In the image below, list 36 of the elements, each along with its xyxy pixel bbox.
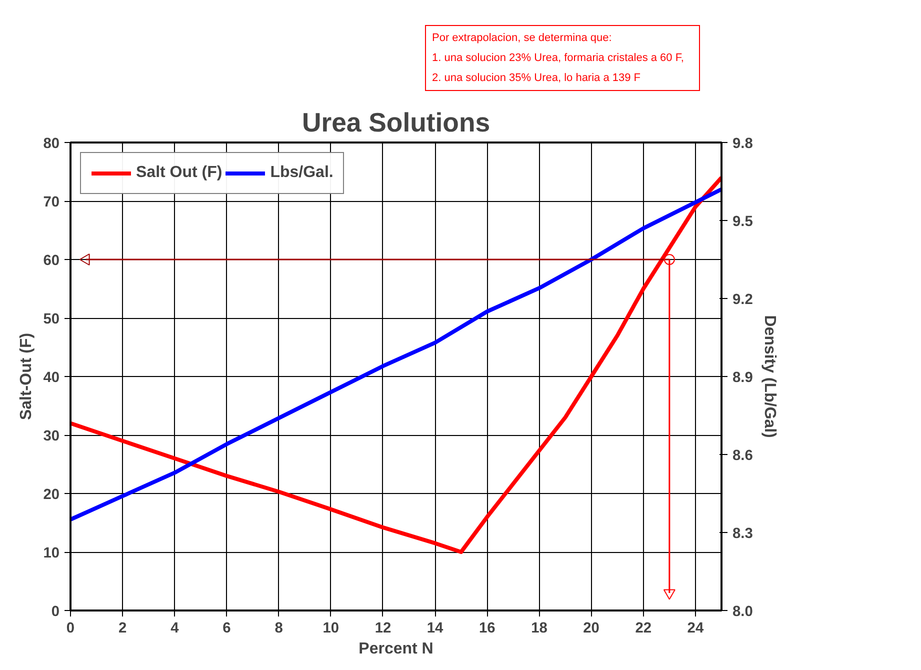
x-tick-label: 22 <box>635 620 652 636</box>
y-tick-label: 50 <box>43 312 60 328</box>
chart-title: Urea Solutions <box>302 108 490 138</box>
y-tick-label: 60 <box>43 253 60 269</box>
x-tick-label: 10 <box>322 620 340 636</box>
y2-tick-label: 8.9 <box>732 370 753 386</box>
x-tick-label: 14 <box>426 620 444 636</box>
y-tick-label: 10 <box>43 546 60 562</box>
x-tick-label: 18 <box>531 620 548 636</box>
x-tick-label: 6 <box>222 620 231 636</box>
y-tick-label: 0 <box>51 604 60 620</box>
legend-label: Salt Out (F) <box>136 164 222 182</box>
y-tick-label: 40 <box>43 370 60 386</box>
y2-tick-label: 9.5 <box>732 214 753 230</box>
x-tick-label: 20 <box>583 620 600 636</box>
x-tick-label: 24 <box>687 620 704 636</box>
x-tick-label: 12 <box>374 620 392 636</box>
legend-label: Lbs/Gal. <box>270 164 334 182</box>
y2-tick-label: 8.6 <box>732 448 753 464</box>
x-tick-label: 4 <box>170 620 180 636</box>
x-axis-title: Percent N <box>358 640 434 658</box>
x-tick-label: 2 <box>118 620 127 636</box>
x-tick-label: 8 <box>274 620 283 636</box>
y2-tick-label: 9.2 <box>732 292 753 308</box>
y2-tick-label: 8.3 <box>732 526 753 542</box>
y-tick-label: 20 <box>43 487 60 503</box>
y-tick-label: 80 <box>43 136 60 152</box>
y2-tick-label: 9.8 <box>732 136 753 152</box>
y2-tick-label: 8.0 <box>732 604 753 620</box>
text: Por extrapolacion, se determina que: 1. una solucion 23% Urea, formaria cristales a 60 F, 2. una solucion 35% Urea, lo haria a 139 F <box>425 25 700 91</box>
y-axis-title: Salt-Out (F) <box>18 332 36 420</box>
x-tick-label: 16 <box>478 620 496 636</box>
y-tick-label: 70 <box>43 194 60 210</box>
x-tick-label: 0 <box>66 620 75 636</box>
y2-axis-title: Density (Lb/Gal) <box>760 315 778 438</box>
y-tick-label: 30 <box>43 428 60 444</box>
